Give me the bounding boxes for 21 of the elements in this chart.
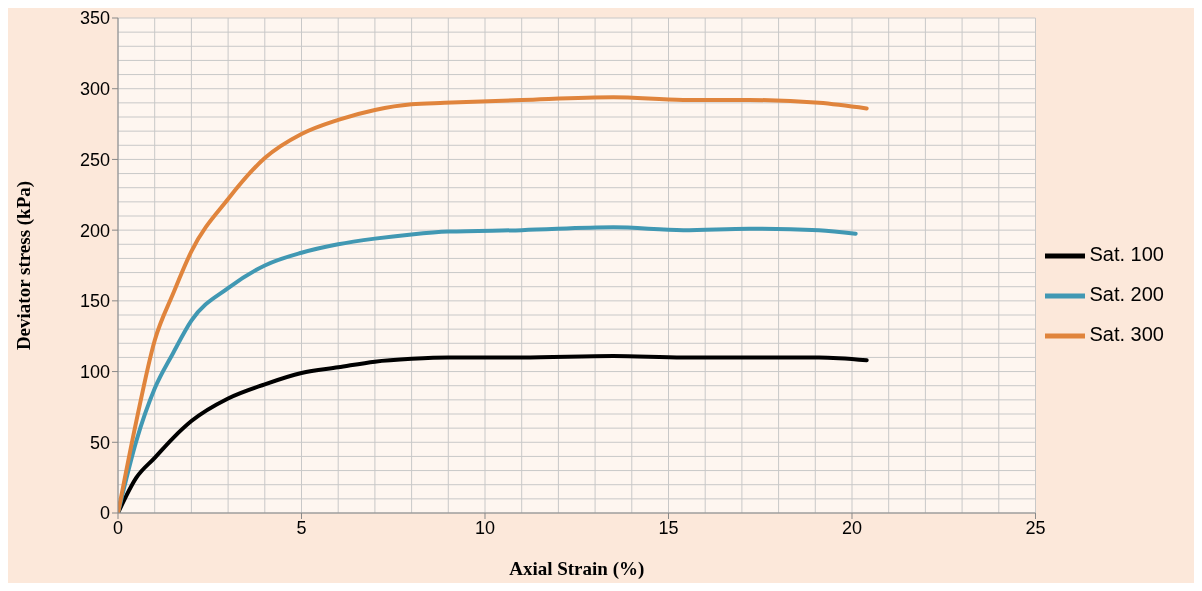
y-tick-label: 150 [79,291,110,312]
x-tick-label: 10 [474,517,496,538]
x-tick-label: 25 [1025,517,1046,538]
legend-label: Sat. 300 [1089,322,1164,345]
x-axis-title: Axial Strain (%) [509,558,645,580]
line-series [118,354,869,513]
y-tick-label: 250 [79,149,110,170]
legend-label: Sat. 100 [1089,242,1164,265]
y-axis-title: Deviator stress (kPa) [12,180,35,351]
x-tick-label: 15 [658,517,679,538]
y-tick-label: 300 [79,79,110,100]
y-tick-label: 0 [99,503,110,524]
y-tick-label: 50 [89,432,110,453]
x-tick-label: 0 [112,517,124,538]
y-tick-label: 200 [79,220,110,241]
x-tick-label: 20 [841,517,862,538]
y-tick-label: 100 [79,361,110,382]
legend-label: Sat. 200 [1089,282,1164,305]
y-tick-label: 350 [79,8,110,29]
line-series [118,95,869,513]
x-tick-label: 5 [296,517,307,538]
